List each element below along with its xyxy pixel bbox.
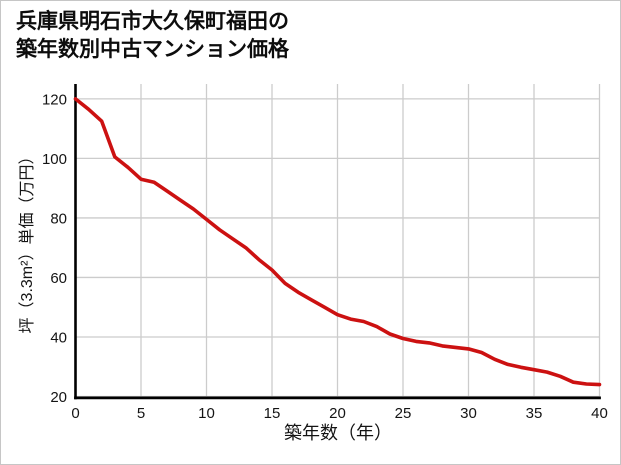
- x-tick-label: 20: [329, 405, 346, 422]
- x-tick-label: 25: [395, 405, 412, 422]
- y-tick-label: 80: [50, 210, 67, 227]
- chart-title: 兵庫県明石市大久保町福田の 築年数別中古マンション価格: [16, 8, 289, 64]
- x-tick-label: 0: [71, 405, 79, 422]
- y-tick-label: 120: [42, 91, 67, 108]
- y-tick-label: 40: [50, 329, 67, 346]
- y-tick-label: 20: [50, 389, 67, 406]
- y-tick-label: 100: [42, 151, 67, 168]
- x-tick-label: 40: [591, 405, 608, 422]
- y-tick-label: 60: [50, 270, 67, 287]
- chart-title-line1: 兵庫県明石市大久保町福田の: [16, 10, 289, 33]
- x-tick-label: 35: [526, 405, 543, 422]
- x-axis-label: 築年数（年）: [284, 423, 392, 443]
- price-line: [73, 97, 602, 387]
- x-tick-label: 10: [198, 405, 215, 422]
- x-tick-label: 30: [460, 405, 477, 422]
- x-tick-label: 15: [264, 405, 281, 422]
- chart-title-line2: 築年数別中古マンション価格: [16, 38, 289, 61]
- x-tick-label: 5: [137, 405, 145, 422]
- y-axis-label: 坪（3.3m²）単価（万円）: [19, 148, 36, 334]
